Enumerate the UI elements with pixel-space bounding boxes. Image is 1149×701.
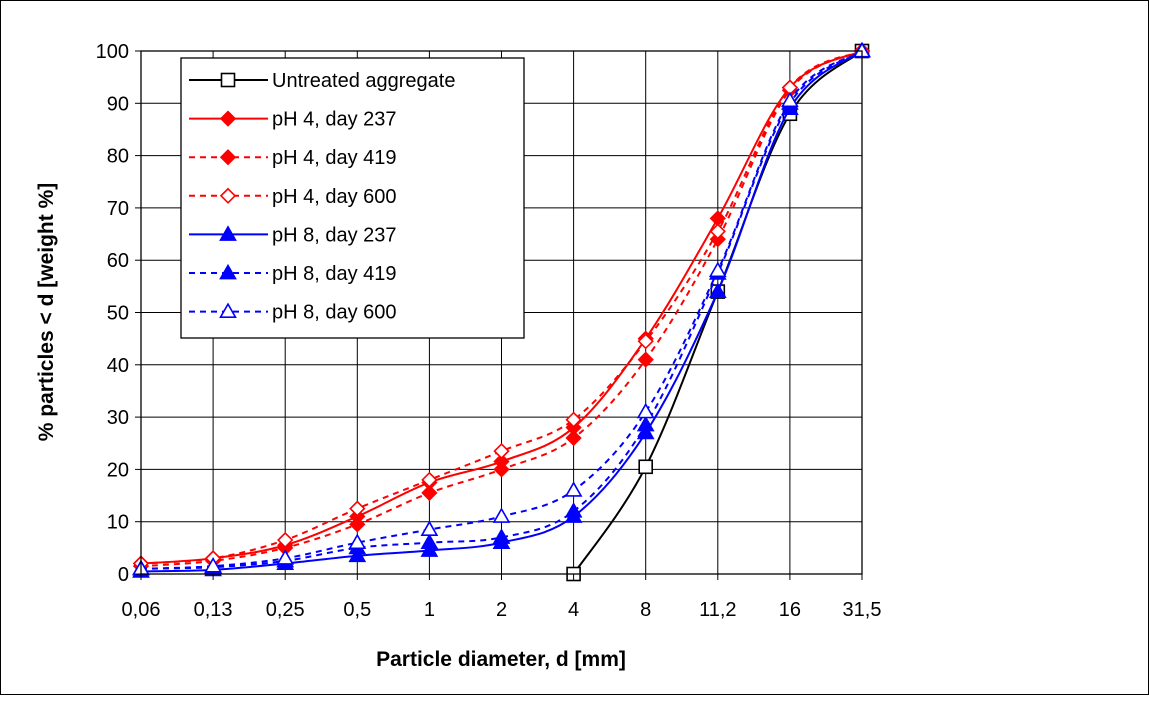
legend-label: pH 8, day 600	[272, 302, 397, 324]
y-tick-label: 40	[107, 355, 129, 377]
y-tick-label: 70	[107, 198, 129, 220]
data-point	[421, 484, 438, 502]
data-point	[420, 520, 439, 536]
x-tick-label: 4	[568, 599, 579, 621]
plot-border	[140, 50, 863, 575]
legend-label: pH 4, day 419	[272, 147, 397, 169]
data-point	[637, 351, 654, 368]
data-point	[349, 516, 366, 533]
series-6	[132, 41, 871, 576]
x-tick-label: 11,2	[699, 599, 736, 621]
y-tick-label: 0	[118, 564, 129, 586]
y-tick-label: 20	[107, 459, 129, 481]
data-point	[708, 282, 727, 299]
data-point	[564, 502, 583, 518]
series-layer	[132, 41, 871, 582]
data-point	[493, 442, 510, 460]
data-point	[565, 429, 582, 447]
legend: Untreated aggregate pH 4, day 237 pH 4, da…	[180, 57, 525, 339]
data-point	[636, 415, 655, 432]
y-tick-label: 50	[107, 303, 129, 325]
legend-box	[180, 57, 525, 339]
data-point	[708, 261, 727, 278]
data-point	[204, 557, 222, 573]
axes: 0 10 20 30 40 50 60 70 80 90 100 0,06 0,13 0,25 0,5 1 2 4…	[96, 41, 882, 621]
legend-label: pH 8, day 237	[272, 224, 397, 246]
x-tick-label: 31,5	[843, 599, 882, 621]
y-tick-label: 80	[107, 146, 129, 168]
data-point	[420, 541, 439, 557]
legend-swatch-marker	[219, 302, 237, 319]
data-point	[348, 546, 367, 563]
data-point	[277, 531, 294, 549]
series-line	[140, 50, 863, 568]
y-tick-label: 60	[107, 250, 129, 272]
y-tick-label: 100	[96, 41, 129, 63]
legend-label: Untreated aggregate	[272, 70, 455, 92]
legend-label: pH 4, day 600	[272, 186, 397, 208]
data-point	[781, 91, 799, 108]
data-point	[421, 471, 438, 488]
data-point	[564, 481, 583, 497]
x-tick-label: 0,06	[122, 599, 161, 621]
data-point	[709, 223, 726, 240]
y-tick-label: 90	[107, 93, 129, 115]
x-tick-label: 16	[779, 599, 801, 621]
data-point	[636, 402, 655, 419]
y-axis-title: % particles < d [weight %]	[35, 183, 58, 441]
x-tick-label: 2	[496, 599, 507, 621]
series-line	[140, 50, 863, 565]
data-point	[348, 533, 367, 550]
data-point	[493, 461, 510, 478]
legend-swatch-marker	[219, 110, 237, 127]
data-point	[637, 333, 654, 350]
data-point	[420, 533, 439, 550]
legend-label: pH 8, day 419	[272, 263, 397, 285]
legend-swatch-marker	[219, 149, 237, 166]
x-tick-label: 8	[640, 599, 651, 621]
x-tick-label: 0,25	[266, 599, 305, 621]
x-axis-title: Particle diameter, d [mm]	[376, 648, 626, 671]
legend-swatch-marker	[219, 263, 237, 280]
legend-swatch-marker	[219, 187, 237, 204]
data-point	[349, 500, 366, 517]
data-point	[638, 459, 654, 475]
legend-swatch-marker	[219, 225, 237, 241]
y-tick-label: 10	[107, 512, 129, 534]
y-tick-label: 30	[107, 407, 129, 429]
x-tick-label: 0,13	[194, 599, 233, 621]
data-point	[492, 507, 511, 523]
x-tick-label: 0,5	[343, 599, 371, 621]
legend-label: pH 4, day 237	[272, 109, 397, 131]
data-point	[492, 528, 511, 544]
series-line	[140, 50, 863, 570]
data-point	[276, 549, 295, 565]
x-tick-label: 1	[424, 599, 435, 621]
legend-swatch-marker	[220, 72, 236, 88]
data-point	[636, 423, 655, 440]
data-point	[565, 411, 582, 428]
